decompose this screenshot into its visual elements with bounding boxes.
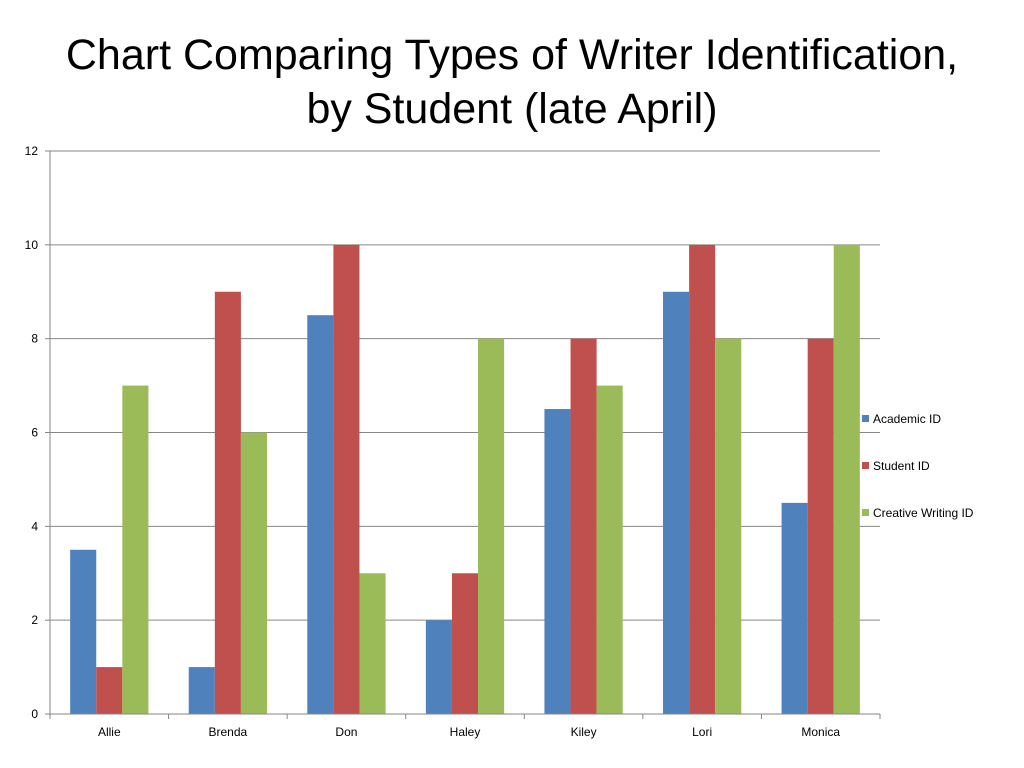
y-tick-label: 8 — [31, 332, 38, 346]
y-tick-label: 6 — [31, 426, 38, 440]
legend-label: Student ID — [873, 459, 930, 473]
gridlines — [50, 150, 880, 621]
bar-student-id — [807, 338, 834, 714]
bar-academic-id — [307, 315, 334, 714]
bar-creative-writing-id — [715, 338, 742, 714]
bars — [70, 244, 860, 715]
x-tick-label: Don — [335, 725, 357, 739]
x-tick-label: Lori — [692, 725, 712, 739]
x-tick-label: Haley — [450, 725, 481, 739]
bar-academic-id — [663, 291, 690, 714]
bar-creative-writing-id — [596, 385, 623, 714]
y-tick-label: 0 — [31, 707, 38, 721]
x-tick-label: Brenda — [209, 725, 248, 739]
legend-swatch — [862, 415, 869, 422]
bar-student-id — [570, 338, 597, 714]
bar-academic-id — [544, 409, 571, 714]
y-tick-label: 4 — [31, 519, 38, 533]
bar-academic-id — [188, 667, 215, 714]
legend-label: Academic ID — [873, 412, 941, 426]
x-tick-label: Monica — [801, 725, 840, 739]
y-tick-label: 12 — [25, 144, 39, 158]
bar-academic-id — [781, 502, 808, 714]
x-tick-label: Allie — [98, 725, 121, 739]
bar-creative-writing-id — [478, 338, 505, 714]
legend-swatch — [862, 462, 869, 469]
bar-student-id — [333, 244, 360, 715]
bar-student-id — [96, 667, 123, 714]
bar-creative-writing-id — [833, 244, 860, 715]
bar-creative-writing-id — [359, 573, 386, 714]
bar-academic-id — [70, 549, 97, 714]
bar-academic-id — [425, 620, 452, 714]
chart-title: Chart Comparing Types of Writer Identifi… — [65, 31, 959, 133]
y-tick-label: 10 — [25, 238, 39, 252]
legend: Academic ID Student ID Creative Writing ID — [862, 412, 974, 520]
bar-student-id — [214, 291, 241, 714]
axes: 0 2 4 6 8 10 12 Allie Brenda Don Haley Kiley Lori Mon… — [25, 144, 881, 739]
y-tick-label: 2 — [31, 613, 38, 627]
legend-swatch — [862, 509, 869, 516]
bar-creative-writing-id — [240, 432, 267, 714]
x-tick-label: Kiley — [571, 725, 597, 739]
bar-student-id — [451, 573, 479, 714]
bar-student-id — [689, 244, 716, 715]
legend-label: Creative Writing ID — [873, 506, 974, 520]
bar-creative-writing-id — [122, 385, 149, 714]
